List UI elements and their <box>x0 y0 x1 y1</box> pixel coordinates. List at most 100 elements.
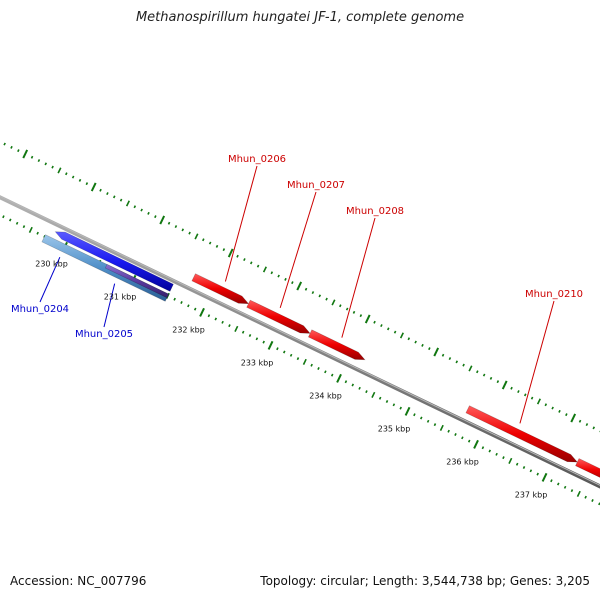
tick-mark <box>180 301 183 304</box>
gene-label-mhun-0206[interactable]: Mhun_0206 <box>228 154 286 165</box>
tick-mark <box>558 409 561 413</box>
gene-arrow-reverse[interactable] <box>54 231 174 292</box>
tick-mark <box>208 241 212 245</box>
tick-mark <box>325 297 328 301</box>
tick-mark <box>291 281 294 285</box>
tick-mark <box>188 231 191 235</box>
tick-mark <box>304 287 308 291</box>
tick-mark <box>476 370 479 374</box>
tick-mark <box>414 340 417 344</box>
tick-mark <box>236 254 239 258</box>
tick-mark <box>3 142 6 146</box>
tick-label: 233 kbp <box>241 359 274 368</box>
length-label: Length: <box>372 574 419 588</box>
gene-label-mhun-0204[interactable]: Mhun_0204 <box>11 304 69 315</box>
tick-mark <box>174 225 178 229</box>
tick-mark <box>428 347 431 351</box>
tick-mark <box>467 439 471 443</box>
tick-mark <box>556 482 560 486</box>
tick-mark <box>591 499 594 502</box>
accession-info: Accession: NC_007796 <box>10 574 146 588</box>
gene-label-mhun-0205[interactable]: Mhun_0205 <box>75 329 133 340</box>
gene-arrow-forward[interactable] <box>575 458 600 482</box>
tick-mark <box>51 165 54 169</box>
tick-mark <box>227 248 234 258</box>
tick-mark <box>407 337 411 341</box>
tick-mark <box>592 426 596 430</box>
tick-mark <box>345 307 349 311</box>
tick-mark <box>421 343 424 347</box>
tick-mark <box>365 390 368 394</box>
tick-mark <box>399 406 402 410</box>
tick-mark <box>371 391 376 398</box>
tick-label: 231 kbp <box>104 293 137 302</box>
tick-mark <box>392 403 396 407</box>
genes-label: Genes: <box>509 574 552 588</box>
gene-label-mhun-0208[interactable]: Mhun_0208 <box>346 206 404 217</box>
genes-value: 3,205 <box>555 574 590 588</box>
tick-mark <box>481 446 485 450</box>
tick-mark <box>267 340 274 350</box>
tick-mark <box>352 310 356 314</box>
tick-mark <box>262 340 265 344</box>
tick-mark <box>404 406 411 416</box>
genome-stats: Topology: circular; Length: 3,544,738 bp… <box>260 574 590 588</box>
tick-mark <box>140 208 143 212</box>
gene-arrow-forward[interactable] <box>191 273 250 305</box>
tick-mark <box>17 149 20 153</box>
tick-mark <box>248 334 252 337</box>
tick-mark <box>317 367 320 370</box>
tick-mark <box>439 424 444 431</box>
tick-mark <box>461 436 464 440</box>
gene-bar-reverse[interactable] <box>104 263 170 299</box>
tick-mark <box>570 413 577 423</box>
tick-mark <box>508 457 513 464</box>
tick-label: 234 kbp <box>309 392 342 401</box>
tick-mark <box>310 363 313 367</box>
gene-label-leader <box>519 300 555 424</box>
tick-label: 237 kbp <box>515 491 548 500</box>
gene-labels: Mhun_0204 Mhun_0205 Mhun_0206 Mhun_0207 Mhun… <box>11 154 583 424</box>
tick-mark <box>454 433 457 436</box>
tick-mark <box>584 495 587 499</box>
gene-arrow-forward[interactable] <box>465 405 578 463</box>
tick-mark <box>570 489 574 493</box>
tick-mark <box>393 330 397 334</box>
tick-mark <box>282 350 286 354</box>
tick-mark <box>419 416 423 420</box>
gene-arrow-forward[interactable] <box>246 299 311 334</box>
tick-mark <box>8 218 12 222</box>
tick-mark <box>344 380 348 384</box>
tick-mark <box>30 155 34 159</box>
tick-marks <box>2 142 600 506</box>
tick-mark <box>536 472 539 476</box>
tick-mark <box>262 266 267 273</box>
backbone-line <box>0 195 600 489</box>
tick-mark <box>331 299 336 306</box>
tick-mark <box>243 258 246 262</box>
tick-mark <box>2 215 5 219</box>
tick-mark <box>386 327 390 331</box>
tick-mark <box>433 423 437 427</box>
tick-mark <box>228 324 231 328</box>
tick-mark <box>536 398 541 405</box>
map-title: Methanospirillum hungatei JF-1, complete… <box>135 10 465 25</box>
tick-mark <box>399 332 404 339</box>
tick-mark <box>199 307 205 317</box>
tick-mark <box>44 162 48 166</box>
tick-mark <box>99 188 102 192</box>
tick-mark <box>544 403 548 407</box>
tick-mark <box>57 167 62 174</box>
tick-mark <box>576 490 581 497</box>
tick-mark <box>336 373 342 383</box>
gene-label-leader <box>39 257 61 303</box>
tick-mark <box>541 472 548 482</box>
gene-label-mhun-0207[interactable]: Mhun_0207 <box>287 180 345 191</box>
genome-backbone <box>0 195 600 489</box>
tick-mark <box>277 274 280 278</box>
tick-mark <box>373 320 376 324</box>
tick-mark <box>22 225 26 229</box>
gene-arrow-forward[interactable] <box>308 329 366 361</box>
gene-label-mhun-0210[interactable]: Mhun_0210 <box>525 289 583 300</box>
tick-mark <box>585 423 589 427</box>
